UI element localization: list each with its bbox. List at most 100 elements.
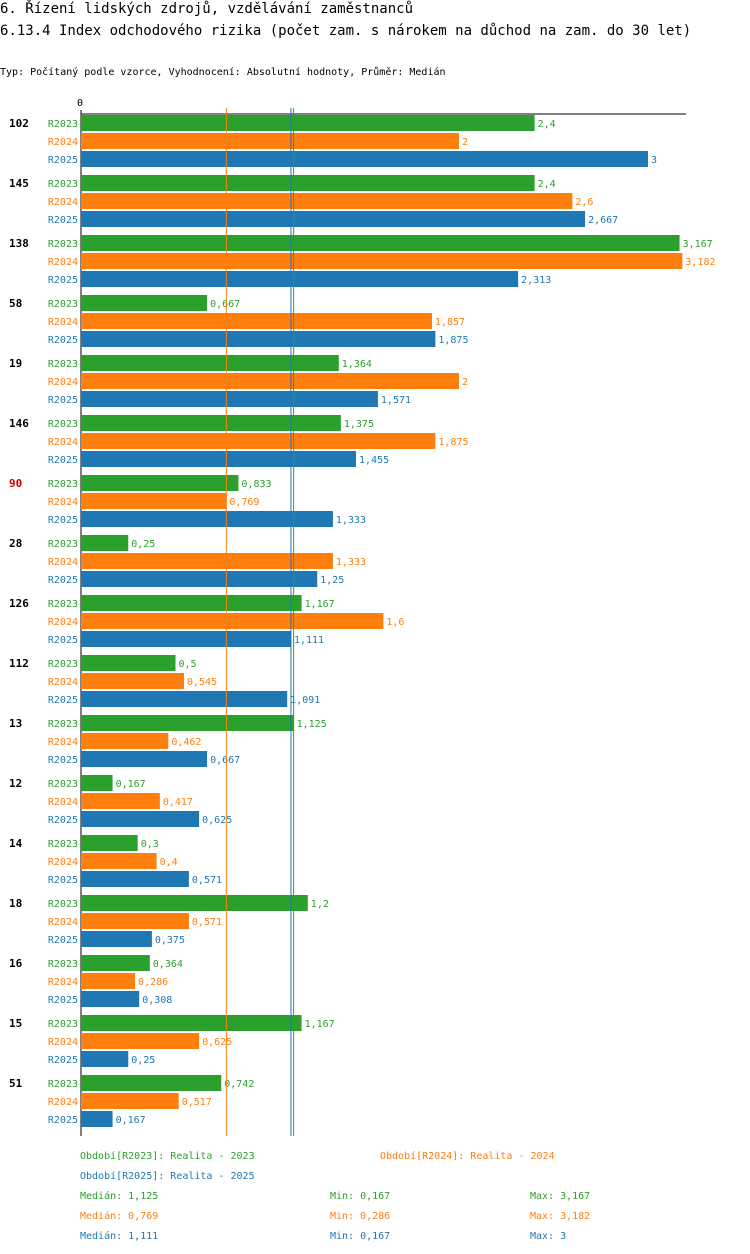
series-label-R2025-28: R2025 — [48, 575, 78, 586]
x-axis-zero-label: 0 — [77, 98, 83, 109]
data-label-R2023-15: 1,167 — [305, 1019, 335, 1030]
data-label-R2025-146: 1,455 — [359, 455, 389, 466]
series-label-R2025-126: R2025 — [48, 635, 78, 646]
series-label-R2024-145: R2024 — [48, 197, 78, 208]
series-label-R2023-146: R2023 — [48, 419, 78, 430]
bar-R2023-14 — [81, 835, 138, 851]
stat-min-r2023: Min: 0,167 — [330, 1191, 391, 1202]
bar-R2023-16 — [81, 955, 150, 971]
data-label-R2023-58: 0,667 — [210, 299, 240, 310]
category-label-126: 126 — [9, 597, 29, 610]
data-label-R2023-28: 0,25 — [131, 539, 155, 550]
bar-R2025-18 — [81, 931, 152, 947]
bar-R2023-13 — [81, 715, 294, 731]
category-label-102: 102 — [9, 117, 29, 130]
series-label-R2024-18: R2024 — [48, 917, 78, 928]
bar-R2023-102 — [81, 115, 535, 131]
bar-R2024-16 — [81, 973, 136, 989]
bar-R2025-90 — [81, 511, 333, 527]
data-label-R2024-58: 1,857 — [435, 317, 465, 328]
series-label-R2023-14: R2023 — [48, 839, 78, 850]
series-label-R2024-14: R2024 — [48, 857, 78, 868]
series-label-R2025-12: R2025 — [48, 815, 78, 826]
bar-R2024-13 — [81, 733, 169, 749]
category-label-145: 145 — [9, 177, 29, 190]
data-label-R2025-102: 3 — [651, 155, 657, 166]
category-label-15: 15 — [9, 1017, 22, 1030]
series-label-R2023-13: R2023 — [48, 719, 78, 730]
stat-max-r2025: Max: 3 — [530, 1231, 567, 1242]
series-label-R2023-126: R2023 — [48, 599, 78, 610]
data-label-R2023-14: 0,3 — [141, 839, 159, 850]
bar-R2025-14 — [81, 871, 189, 887]
bar-R2023-112 — [81, 655, 176, 671]
bar-R2025-138 — [81, 271, 519, 287]
bar-R2024-12 — [81, 793, 160, 809]
bar-R2025-112 — [81, 691, 288, 707]
data-label-R2024-13: 0,462 — [171, 737, 201, 748]
data-label-R2025-13: 0,667 — [210, 755, 240, 766]
bar-R2024-15 — [81, 1033, 200, 1049]
bar-R2023-126 — [81, 595, 302, 611]
series-label-R2025-58: R2025 — [48, 335, 78, 346]
series-label-R2025-18: R2025 — [48, 935, 78, 946]
bar-R2025-145 — [81, 211, 586, 227]
series-label-R2023-145: R2023 — [48, 179, 78, 190]
bar-R2023-15 — [81, 1015, 302, 1031]
bar-R2025-146 — [81, 451, 356, 467]
series-label-R2023-12: R2023 — [48, 779, 78, 790]
series-label-R2025-19: R2025 — [48, 395, 78, 406]
series-label-R2025-138: R2025 — [48, 275, 78, 286]
data-label-R2025-14: 0,571 — [192, 875, 222, 886]
series-label-R2024-126: R2024 — [48, 617, 78, 628]
legend-r2024: Období[R2024]: Realita - 2024 — [380, 1151, 555, 1162]
category-label-90: 90 — [9, 477, 22, 490]
stat-max-r2024: Max: 3,182 — [530, 1211, 591, 1222]
data-label-R2023-18: 1,2 — [311, 899, 329, 910]
bar-R2023-138 — [81, 235, 680, 251]
data-label-R2024-12: 0,417 — [163, 797, 193, 808]
section-title: 6. Řízení lidských zdrojů, vzdělávání za… — [0, 1, 414, 17]
category-label-19: 19 — [9, 357, 22, 370]
data-label-R2024-112: 0,545 — [187, 677, 217, 688]
category-label-16: 16 — [9, 957, 23, 970]
bar-R2024-58 — [81, 313, 432, 329]
series-label-R2025-102: R2025 — [48, 155, 78, 166]
series-label-R2023-15: R2023 — [48, 1019, 78, 1030]
series-label-R2024-28: R2024 — [48, 557, 78, 568]
series-label-R2024-16: R2024 — [48, 977, 78, 988]
bar-R2025-13 — [81, 751, 208, 767]
bar-R2023-28 — [81, 535, 129, 551]
data-label-R2025-15: 0,25 — [131, 1055, 155, 1066]
bar-R2023-18 — [81, 895, 308, 911]
series-label-R2025-51: R2025 — [48, 1115, 78, 1126]
bar-R2023-19 — [81, 355, 339, 371]
category-label-146: 146 — [9, 417, 29, 430]
data-label-R2023-126: 1,167 — [305, 599, 335, 610]
bar-R2024-112 — [81, 673, 185, 689]
bar-R2023-90 — [81, 475, 239, 491]
data-label-R2023-13: 1,125 — [297, 719, 327, 730]
category-label-138: 138 — [9, 237, 29, 250]
bar-R2024-145 — [81, 193, 573, 209]
bar-R2025-19 — [81, 391, 378, 407]
series-label-R2025-15: R2025 — [48, 1055, 78, 1066]
data-label-R2024-102: 2 — [462, 137, 468, 148]
data-label-R2023-90: 0,833 — [241, 479, 271, 490]
series-label-R2023-102: R2023 — [48, 119, 78, 130]
data-label-R2023-112: 0,5 — [179, 659, 197, 670]
data-label-R2025-145: 2,667 — [588, 215, 618, 226]
bar-R2025-58 — [81, 331, 436, 347]
data-label-R2025-90: 1,333 — [336, 515, 366, 526]
bar-R2024-18 — [81, 913, 189, 929]
category-label-51: 51 — [9, 1077, 23, 1090]
data-label-R2025-19: 1,571 — [381, 395, 411, 406]
data-label-R2023-102: 2,4 — [538, 119, 556, 130]
series-label-R2023-51: R2023 — [48, 1079, 78, 1090]
bar-R2024-146 — [81, 433, 436, 449]
data-label-R2024-146: 1,875 — [438, 437, 468, 448]
stat-median-r2025: Medián: 1,111 — [80, 1231, 159, 1242]
bar-R2024-14 — [81, 853, 157, 869]
bar-R2025-51 — [81, 1111, 113, 1127]
data-label-R2025-12: 0,625 — [202, 815, 232, 826]
